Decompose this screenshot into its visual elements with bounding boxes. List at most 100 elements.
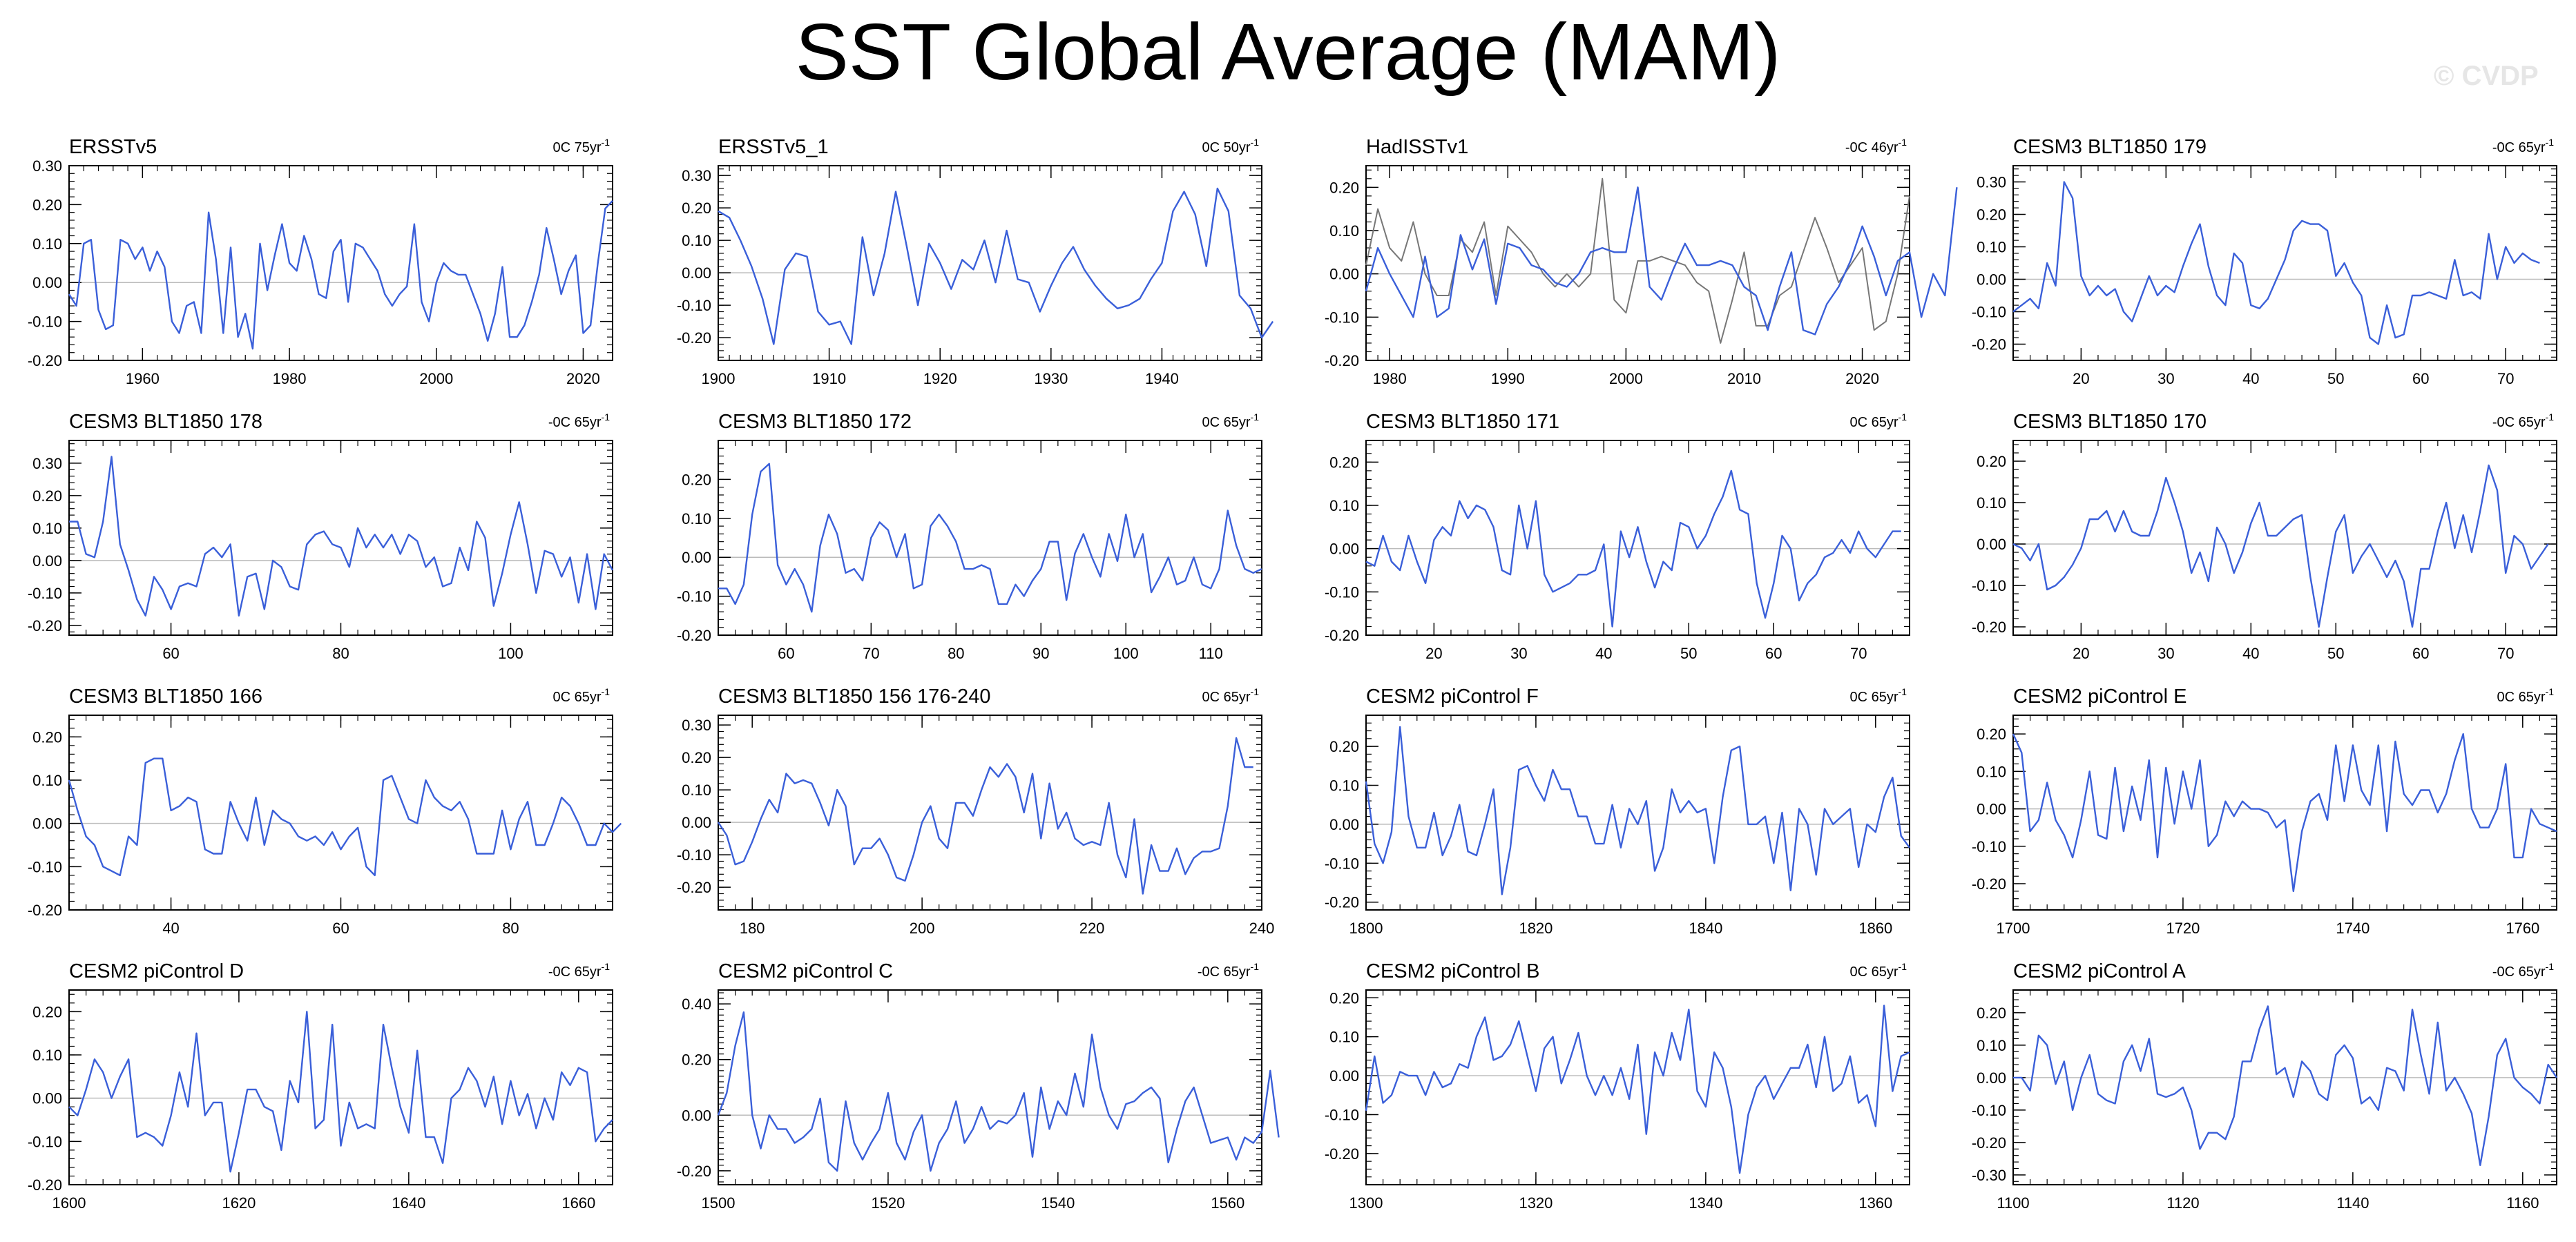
series-line bbox=[718, 187, 1274, 345]
trend-label: 0C 65yr-1 bbox=[1850, 686, 1907, 705]
x-tick-label: 90 bbox=[1032, 645, 1049, 662]
x-tick-label: 60 bbox=[1765, 645, 1782, 662]
trend-label: -0C 65yr-1 bbox=[2492, 961, 2554, 980]
y-tick-label: 0.00 bbox=[682, 264, 711, 282]
panel-title: CESM2 piControl F bbox=[1366, 686, 1539, 708]
trend-label: 0C 65yr-1 bbox=[1202, 411, 1260, 430]
plot-frame bbox=[718, 715, 1262, 911]
x-tick-label: 1760 bbox=[2506, 920, 2539, 937]
x-tick-label: 1980 bbox=[1373, 370, 1407, 387]
plot-frame bbox=[1365, 715, 1910, 911]
series-line bbox=[68, 1011, 613, 1173]
chart-panel: CESM2 piControl B 0C 65yr-1 1300 1320 1340 13… bbox=[1325, 960, 1910, 1212]
plot-frame bbox=[718, 440, 1262, 636]
y-tick-label: -0.10 bbox=[1972, 838, 2006, 855]
y-tick-label: 0.20 bbox=[682, 749, 711, 766]
x-tick-label: 30 bbox=[1510, 645, 1527, 662]
y-tick-label: 0.00 bbox=[1977, 271, 2006, 289]
panel-title: CESM3 BLT1850 156 176-240 bbox=[718, 686, 990, 708]
y-tick-label: 0.20 bbox=[1329, 454, 1359, 471]
x-tick-label: 70 bbox=[2497, 370, 2514, 387]
series-line bbox=[717, 737, 1253, 895]
y-tick-label: -0.20 bbox=[1972, 619, 2006, 636]
x-tick-label: 2010 bbox=[1727, 370, 1761, 387]
y-tick-label: 0.00 bbox=[32, 1090, 62, 1107]
y-tick-label: 0.10 bbox=[32, 520, 62, 537]
y-tick-label: 0.10 bbox=[1977, 763, 2006, 780]
x-tick-label: 1520 bbox=[871, 1194, 905, 1212]
x-tick-label: 180 bbox=[740, 920, 765, 937]
series-line bbox=[2012, 732, 2557, 893]
y-tick-label: 0.00 bbox=[32, 552, 62, 570]
y-tick-label: -0.20 bbox=[28, 902, 62, 919]
chart-panel: CESM2 piControl D -0C 65yr-1 1600 1620 1640 1… bbox=[28, 960, 613, 1212]
x-tick-label: 100 bbox=[1113, 645, 1139, 662]
x-tick-label: 40 bbox=[2242, 370, 2259, 387]
y-tick-label: -0.20 bbox=[1325, 352, 1359, 369]
x-tick-label: 1820 bbox=[1519, 920, 1553, 937]
x-tick-label: 50 bbox=[2327, 370, 2344, 387]
x-tick-label: 40 bbox=[2242, 645, 2259, 662]
y-tick-label: 0.20 bbox=[682, 200, 711, 217]
x-tick-label: 1960 bbox=[126, 370, 160, 387]
y-tick-label: 0.10 bbox=[1329, 1029, 1359, 1046]
x-tick-label: 220 bbox=[1079, 920, 1105, 937]
y-tick-label: 0.10 bbox=[682, 782, 711, 799]
panel-title: ERSSTv5_1 bbox=[718, 136, 829, 158]
x-tick-label: 1930 bbox=[1034, 370, 1068, 387]
trend-label: -0C 46yr-1 bbox=[1845, 137, 1907, 155]
trend-label: 0C 75yr-1 bbox=[553, 137, 611, 155]
y-tick-label: 0.30 bbox=[32, 157, 62, 175]
y-tick-label: 0.30 bbox=[682, 167, 711, 184]
trend-label: 0C 65yr-1 bbox=[553, 686, 611, 705]
y-tick-label: -0.20 bbox=[677, 879, 711, 896]
panel-title: CESM2 piControl E bbox=[2013, 686, 2186, 708]
y-tick-label: -0.20 bbox=[1325, 1145, 1359, 1163]
x-tick-label: 1140 bbox=[2336, 1194, 2369, 1212]
series-line bbox=[1365, 726, 1910, 895]
y-tick-label: 0.10 bbox=[682, 510, 711, 527]
y-tick-label: 0.00 bbox=[682, 1107, 711, 1124]
y-tick-label: 0.30 bbox=[32, 455, 62, 472]
y-tick-label: 0.30 bbox=[682, 717, 711, 734]
chart-panel: CESM2 piControl A -0C 65yr-1 1100 1120 1140 1… bbox=[1972, 960, 2558, 1212]
plot-frame bbox=[1365, 989, 1910, 1185]
x-tick-label: 1360 bbox=[1858, 1194, 1892, 1212]
watermark: © CVDP bbox=[2434, 61, 2539, 91]
y-tick-label: 0.00 bbox=[1329, 1067, 1359, 1085]
y-tick-label: -0.10 bbox=[1972, 577, 2006, 594]
panel-title: CESM3 BLT1850 178 bbox=[69, 411, 262, 433]
y-tick-label: -0.20 bbox=[28, 1176, 62, 1194]
y-tick-label: -0.10 bbox=[1325, 583, 1359, 601]
x-tick-label: 1120 bbox=[2166, 1194, 2199, 1212]
x-tick-label: 1620 bbox=[222, 1194, 256, 1212]
x-tick-label: 100 bbox=[498, 645, 523, 662]
x-tick-label: 40 bbox=[1595, 645, 1612, 662]
y-tick-label: -0.10 bbox=[1325, 309, 1359, 326]
x-tick-label: 110 bbox=[1199, 645, 1223, 662]
x-tick-label: 60 bbox=[2412, 370, 2429, 387]
y-tick-label: 0.10 bbox=[1329, 777, 1359, 795]
y-tick-label: -0.20 bbox=[1972, 1134, 2006, 1152]
y-tick-label: -0.20 bbox=[1325, 894, 1359, 911]
x-tick-label: 30 bbox=[2157, 645, 2174, 662]
plot-frame bbox=[718, 989, 1262, 1185]
series-line bbox=[1365, 469, 1901, 628]
plot-frame bbox=[718, 165, 1262, 361]
y-tick-label: 0.20 bbox=[1329, 738, 1359, 755]
trend-label: 0C 65yr-1 bbox=[2497, 686, 2555, 705]
y-tick-label: 0.20 bbox=[1977, 1005, 2006, 1022]
x-tick-label: 50 bbox=[2327, 645, 2344, 662]
x-tick-label: 1940 bbox=[1145, 370, 1179, 387]
x-tick-label: 20 bbox=[2073, 370, 2089, 387]
x-tick-label: 1840 bbox=[1689, 920, 1722, 937]
series-line bbox=[1365, 186, 1958, 336]
y-tick-label: 0.20 bbox=[682, 471, 711, 488]
chart-panel: CESM2 piControl E 0C 65yr-1 1700 1720 1740 17… bbox=[1972, 686, 2557, 937]
panel-title: CESM3 BLT1850 166 bbox=[69, 686, 262, 708]
panel-title: CESM3 BLT1850 170 bbox=[2013, 411, 2207, 433]
panel-title: CESM2 piControl D bbox=[69, 960, 244, 982]
series-line bbox=[1365, 1005, 1910, 1174]
y-tick-label: -0.10 bbox=[28, 1133, 62, 1150]
